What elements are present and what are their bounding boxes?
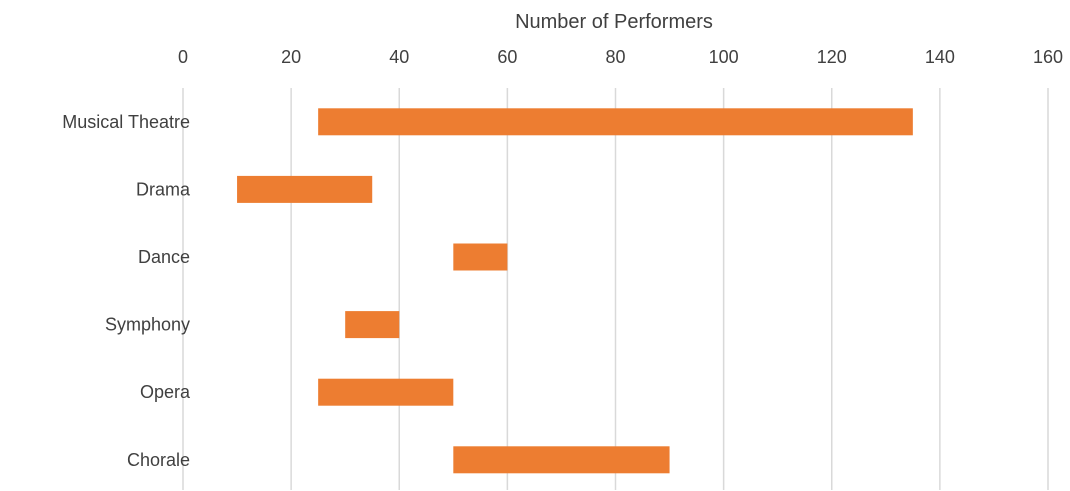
x-tick-label-40: 40 <box>389 47 409 67</box>
x-tick-label-100: 100 <box>709 47 739 67</box>
bars <box>237 108 913 474</box>
bar-drama <box>237 175 373 203</box>
category-label-chorale: Chorale <box>127 450 190 470</box>
bar-opera <box>318 378 454 406</box>
grid-layer <box>182 88 1049 490</box>
bar-chorale <box>453 446 670 474</box>
bar-musical-theatre <box>318 108 913 136</box>
category-label-drama: Drama <box>136 179 191 199</box>
x-tick-label-80: 80 <box>605 47 625 67</box>
x-tick-label-60: 60 <box>497 47 517 67</box>
x-tick-label-0: 0 <box>178 47 188 67</box>
category-label-symphony: Symphony <box>105 315 190 335</box>
x-tick-labels: 0 20 40 60 80 100 120 140 160 <box>178 47 1063 67</box>
x-tick-label-20: 20 <box>281 47 301 67</box>
bar-symphony <box>345 311 400 339</box>
x-axis-title: Number of Performers <box>515 11 713 33</box>
x-tick-label-140: 140 <box>925 47 955 67</box>
x-tick-label-160: 160 <box>1033 47 1063 67</box>
bar-dance <box>453 243 508 271</box>
category-labels: Musical Theatre Drama Dance Symphony Opera Ch… <box>62 112 191 470</box>
category-label-musical-theatre: Musical Theatre <box>62 112 190 132</box>
category-label-opera: Opera <box>140 382 191 402</box>
category-label-dance: Dance <box>138 247 190 267</box>
x-tick-label-120: 120 <box>817 47 847 67</box>
